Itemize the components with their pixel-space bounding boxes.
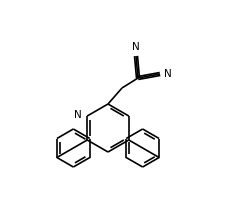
Text: N: N [132, 42, 140, 52]
Text: N: N [74, 110, 82, 120]
Text: N: N [164, 69, 172, 79]
